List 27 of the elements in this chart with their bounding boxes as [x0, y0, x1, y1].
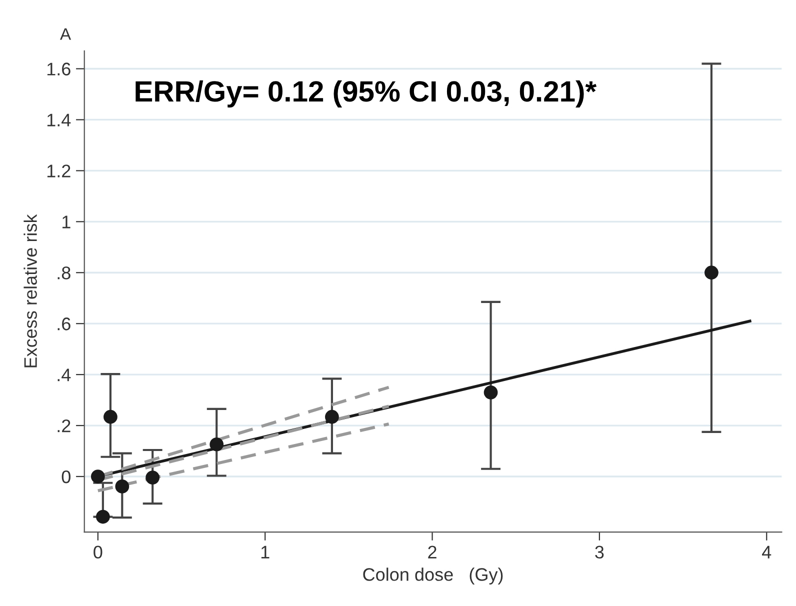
- point: [115, 480, 130, 494]
- y-tick-label: 1.2: [47, 164, 70, 178]
- y-tick-label: .8: [58, 266, 70, 280]
- point: [484, 385, 498, 400]
- y-tick-label: .4: [58, 368, 71, 382]
- annotation: ERR/Gy= 0.12 (95% CI 0.03, 0.21)*: [136, 80, 597, 108]
- y-tick-label: .6: [58, 318, 70, 330]
- point: [104, 410, 118, 424]
- x-tick-label: 3: [595, 546, 604, 559]
- x-tick-label: 4: [762, 546, 772, 558]
- point: [90, 470, 105, 484]
- x-tick-label: 0: [94, 546, 102, 559]
- y-tick-label: 1: [62, 216, 70, 228]
- point: [704, 266, 718, 280]
- y-tick-label: 1.4: [47, 114, 71, 126]
- chart-title: A: [60, 28, 72, 40]
- point: [210, 437, 224, 452]
- y-tick-label: .2: [58, 419, 70, 432]
- point: [146, 470, 160, 484]
- x-tick-label: 1: [261, 546, 270, 558]
- x-axis-title: Colon dose (Gy): [363, 568, 503, 584]
- y-tick-label: 0: [62, 470, 70, 484]
- y-axis-title: Excess relative risk: [24, 214, 37, 368]
- x-tick-label: 2: [428, 546, 436, 558]
- point: [325, 410, 339, 424]
- point: [96, 510, 110, 524]
- y-tick-label: 1.6: [47, 62, 70, 76]
